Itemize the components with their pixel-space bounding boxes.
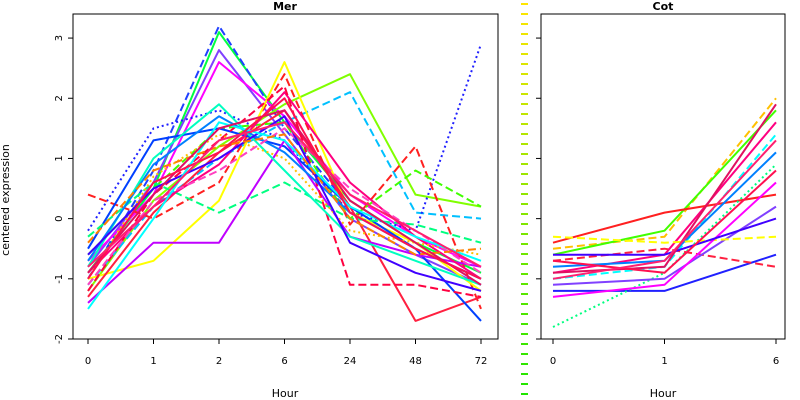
series-line-mer-22 [87,121,482,310]
series-line-cot-2 [552,109,777,256]
series-lines-mer [87,25,482,322]
chart-panel-mer: Mer -2 -1 0 1 2 3 0 1 2 6 24 48 72 Hour centered ex… [0,0,499,400]
x-tick-label-mer: 0 [85,356,91,367]
series-line-mer-18 [87,133,482,280]
series-line-mer-8 [87,73,482,310]
series-lines-cot [552,97,777,328]
series-line-mer-24 [87,109,482,286]
series-line-mer-23 [87,133,482,256]
series-line-cot-13 [553,217,777,256]
x-axis-label-mer: Hour [272,387,299,400]
x-tick-label-mer: 24 [344,356,357,367]
plot-frame-mer [72,13,499,340]
chart-panel-cot: Cot 0 1 6 Hour [536,0,786,400]
y-tick-label-mer: -1 [54,274,65,284]
panel-divider [521,3,528,395]
series-line-cot-5 [552,193,777,244]
y-axis-cot [536,37,541,340]
y-axis-mer: -2 -1 0 1 2 3 [54,35,73,344]
panel-title-mer: Mer [273,0,297,13]
x-tick-label-cot: 1 [661,356,667,367]
series-line-cot-12 [552,181,777,298]
series-line-mer-5 [87,73,482,292]
series-line-mer-17 [87,103,482,286]
series-line-cot-7 [552,163,777,328]
series-line-cot-8 [552,247,777,268]
series-line-cot-16 [552,139,777,280]
series-line-mer-25 [87,97,482,280]
x-tick-label-cot: 6 [773,356,779,367]
x-tick-label-mer: 72 [475,356,488,367]
series-line-cot-1 [552,97,777,250]
x-axis-label-cot: Hour [650,387,677,400]
series-line-cot-3 [552,121,777,274]
x-tick-label-mer: 48 [409,356,422,367]
y-tick-label-mer: 3 [54,35,65,41]
series-line-mer-21 [87,115,482,292]
y-tick-label-mer: 0 [54,215,65,221]
y-axis-label-mer: centered expression [0,144,12,256]
series-line-mer-12 [87,127,482,322]
x-tick-label-mer: 6 [281,356,287,367]
x-tick-label-mer: 1 [150,356,156,367]
panel-title-cot: Cot [653,0,674,13]
series-line-cot-4 [552,133,777,280]
y-tick-label-mer: 2 [54,95,65,101]
x-axis-mer: 0 1 2 6 24 48 72 [85,339,488,367]
series-line-mer-26 [87,121,482,268]
y-tick-label-mer: -2 [54,334,65,344]
series-line-cot-6 [553,253,777,292]
series-line-cot-11 [552,235,777,244]
plot-frame-cot [540,13,786,340]
x-axis-cot: 0 1 6 [550,339,779,367]
series-line-cot-15 [552,169,777,274]
series-line-cot-14 [552,103,777,274]
x-tick-label-cot: 0 [550,356,556,367]
x-tick-label-mer: 2 [216,356,222,367]
y-tick-label-mer: 1 [54,155,65,161]
